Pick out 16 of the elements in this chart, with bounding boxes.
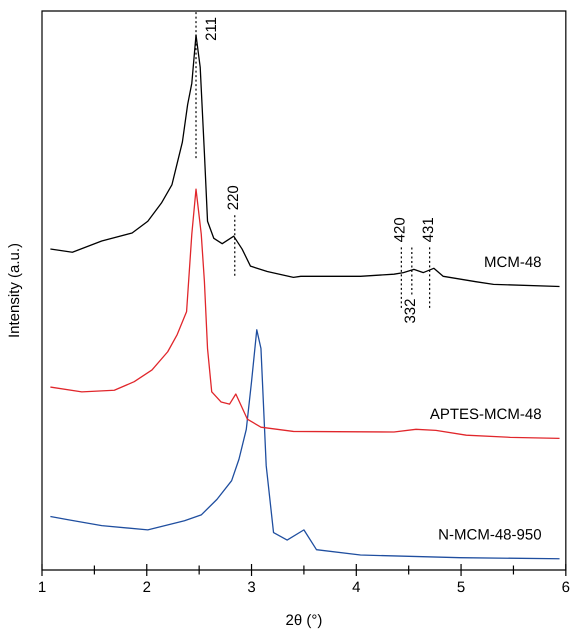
annotation: 420 — [391, 217, 408, 242]
x-tick-label: 4 — [352, 579, 360, 596]
series-label: APTES-MCM-48 — [430, 406, 542, 424]
annotation: 332 — [402, 298, 419, 324]
x-tick-label: 2 — [142, 579, 151, 596]
series-label: N-MCM-48-950 — [438, 526, 542, 544]
x-tick-label: 6 — [562, 579, 570, 596]
x-tick-label: 3 — [247, 579, 256, 596]
annotation: 431 — [420, 217, 437, 242]
x-axis-title: 2θ (°) — [285, 612, 322, 630]
y-axis-title: Intensity (a.u.) — [6, 242, 24, 338]
annotation: 211 — [203, 17, 220, 41]
annotation: 220 — [224, 185, 242, 210]
series-label: MCM-48 — [484, 254, 542, 272]
x-tick-label: 5 — [456, 579, 466, 596]
x-tick-label: 1 — [38, 579, 46, 596]
